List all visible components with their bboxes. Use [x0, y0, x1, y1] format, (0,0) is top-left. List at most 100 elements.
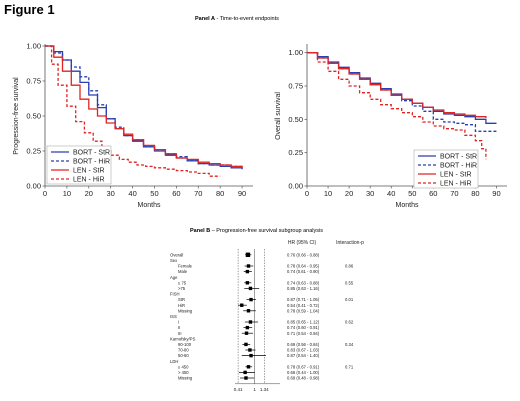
legend-label: BORT - HiR: [73, 159, 110, 166]
forest-hr-marker: [245, 252, 251, 257]
forest-hr-text: 0.71 (0.54 - 0.94): [287, 331, 320, 336]
legend-label: BORT - StR: [73, 150, 110, 157]
y-tick-label: 0.25: [288, 148, 303, 157]
x-tick-label: 80: [216, 189, 224, 198]
forest-row-label: 70-80: [178, 348, 189, 353]
forest-hr-text: 0.74 (0.61 - 0.90): [287, 269, 320, 274]
forest-reference-label: 1: [253, 387, 256, 392]
forest-hr-text: 0.66 (0.44 - 1.00): [287, 370, 320, 375]
forest-row-label: Age: [170, 275, 178, 280]
y-tick-label: 0.50: [26, 112, 41, 121]
km-series-line: [307, 52, 497, 132]
y-tick-label: 0.75: [26, 77, 41, 86]
y-tick-label: 1.00: [288, 48, 303, 57]
x-tick-label: 40: [387, 189, 395, 198]
forest-hr-marker: [246, 264, 251, 268]
forest-hr-marker: [248, 286, 253, 291]
forest-hr-marker: [244, 376, 248, 380]
forest-row-label: Karnofsky/PS: [170, 336, 196, 341]
x-tick-label: 60: [172, 189, 180, 198]
forest-hr-text: 0.54 (0.41 - 0.72): [287, 303, 320, 308]
x-tick-label: 0: [305, 189, 309, 198]
figure-title: Figure 1: [4, 2, 55, 17]
forest-hr-marker: [243, 370, 247, 375]
forest-p-value: 0.71: [345, 364, 354, 369]
forest-hr-text: 0.83 (0.67 - 1.03): [287, 348, 320, 353]
forest-hr-marker: [249, 297, 253, 302]
forest-row-label: II: [178, 325, 180, 330]
legend-label: LEN - StR: [73, 168, 105, 175]
pfs-subgroup-forest-plot: HR (95% CI) Interaction-p 0.41 1 1.34 Overall…: [170, 240, 364, 396]
forest-p-value: 0.86: [345, 264, 354, 269]
forest-p-value: 0.55: [345, 280, 354, 285]
panel-b-label: Panel B – Progression-free survival subg…: [190, 228, 323, 234]
forest-hr-text: 0.87 (0.54 - 1.40): [287, 353, 320, 358]
legend-label: LEN - StR: [440, 172, 472, 179]
forest-hr-marker: [245, 281, 250, 285]
forest-row-label: Female: [178, 264, 193, 269]
forest-row-label: Missing: [178, 376, 193, 381]
y-tick-label: 0.00: [288, 182, 303, 191]
forest-hr-marker: [245, 325, 250, 330]
x-axis-title: Months: [138, 202, 161, 209]
x-tick-label: 0: [43, 189, 47, 198]
x-tick-label: 90: [492, 189, 500, 198]
legend-label: BORT - StR: [440, 154, 477, 161]
legend-label: LEN - HiR: [440, 181, 472, 188]
x-tick-label: 10: [324, 189, 332, 198]
forest-row-label: FISH: [170, 292, 180, 297]
forest-hr-marker: [245, 269, 250, 274]
forest-p-value: 0.01: [345, 297, 354, 302]
forest-row-label: Overall: [170, 252, 183, 257]
forest-row-label: LDH: [170, 359, 178, 364]
legend-label: BORT - HiR: [440, 163, 477, 170]
x-tick-label: 30: [366, 189, 374, 198]
forest-hr-text: 0.85 (0.65 - 1.12): [287, 320, 320, 325]
forest-row-label: Sex: [170, 258, 178, 263]
y-axis-title: Progression-free survival: [13, 77, 20, 155]
pfs-kaplan-meier-chart: 0 10 20 30 40 50 60 70 80 90 0.00 0.25 0.50 0.75 1.00 M…: [13, 42, 253, 209]
y-tick-label: 0.50: [288, 115, 303, 124]
forest-hr-text: 0.69 (0.48 - 0.98): [287, 376, 320, 381]
forest-hr-marker: [246, 309, 251, 313]
forest-hr-text: 0.78 (0.64 - 0.95): [287, 264, 320, 269]
km-series-line: [45, 45, 243, 168]
forest-header-hr: HR (95% CI): [288, 240, 317, 246]
forest-hr-marker: [248, 348, 252, 352]
forest-hr-text: 0.87 (0.71 - 1.05): [287, 297, 320, 302]
y-tick-label: 0.75: [288, 82, 303, 91]
x-tick-label: 20: [345, 189, 353, 198]
forest-row-label: 50-60: [178, 353, 189, 358]
x-axis-title: Months: [396, 202, 419, 209]
forest-hr-marker: [246, 365, 251, 369]
x-tick-label: 20: [85, 189, 93, 198]
forest-row-label: 90-100: [178, 342, 192, 347]
forest-hr-marker: [244, 331, 249, 335]
x-tick-label: 60: [429, 189, 437, 198]
forest-row-label: ISS: [170, 314, 177, 319]
forest-header-p: Interaction-p: [336, 240, 364, 246]
forest-row-label: ≤ 450: [178, 364, 189, 369]
os-kaplan-meier-chart: 0 10 20 30 40 50 60 70 80 90 0.00 0.25 0.50 0.75 1.00 M…: [275, 44, 507, 209]
forest-hr-text: 0.78 (0.59 - 1.04): [287, 308, 320, 313]
forest-hr-marker: [244, 342, 248, 347]
forest-hr-text: 0.85 (0.63 - 1.16): [287, 286, 320, 291]
km-series-line: [307, 52, 487, 118]
y-tick-label: 0.25: [26, 147, 41, 156]
x-tick-label: 80: [471, 189, 479, 198]
forest-row-label: ≤ 75: [178, 280, 187, 285]
x-tick-label: 10: [63, 189, 71, 198]
y-tick-label: 0.00: [26, 182, 41, 191]
forest-row-label: > 450: [178, 370, 189, 375]
forest-row-label: >75: [178, 286, 186, 291]
forest-reference-label: 1.34: [260, 387, 269, 392]
km-series-line: [307, 52, 487, 160]
forest-hr-text: 0.78 (0.67 - 0.91): [287, 364, 320, 369]
forest-hr-marker: [249, 353, 253, 358]
y-tick-label: 1.00: [26, 42, 41, 51]
forest-row-label: HiR: [178, 303, 185, 308]
x-tick-label: 30: [107, 189, 115, 198]
panel-a-label: Panel A - Time-to-event endpoints: [195, 16, 279, 22]
forest-row-label: Male: [178, 269, 188, 274]
x-tick-label: 50: [150, 189, 158, 198]
